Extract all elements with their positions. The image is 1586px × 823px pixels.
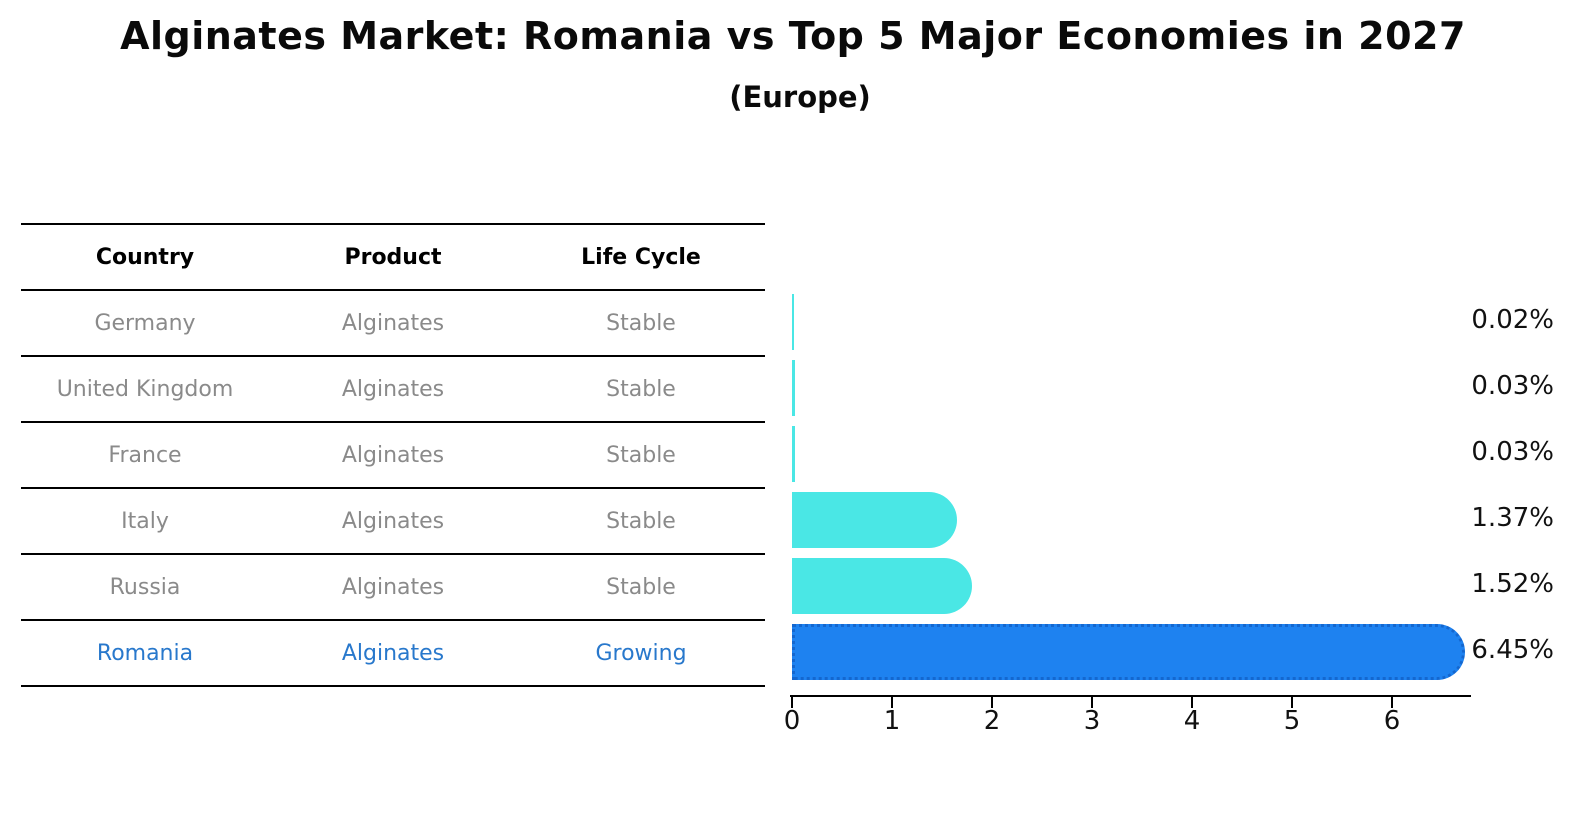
country-table: Country Product Life Cycle Germany Algina… — [21, 223, 765, 687]
bar-value-label: 6.45% — [1471, 635, 1554, 665]
bar-germany — [792, 294, 794, 350]
table-rows: Germany Alginates Stable United Kingdom Algi… — [21, 291, 765, 687]
country-cell: Italy — [121, 508, 169, 534]
country-cell: France — [108, 442, 182, 468]
life-cycle-cell: Stable — [606, 574, 676, 600]
x-axis-tick-label: 6 — [1383, 706, 1401, 736]
life-cycle-cell: Stable — [606, 376, 676, 402]
x-axis-tick-label: 3 — [1083, 706, 1101, 736]
bar-italy — [792, 492, 957, 548]
product-cell: Alginates — [341, 376, 445, 402]
bar-united-kingdom — [792, 360, 795, 416]
table-header-country: Country — [95, 244, 195, 270]
x-axis-tick — [1191, 697, 1193, 708]
table-header-life-cycle: Life Cycle — [581, 244, 701, 270]
product-cell: Alginates — [341, 310, 445, 336]
life-cycle-cell: Stable — [606, 508, 676, 534]
life-cycle-cell: Stable — [606, 442, 676, 468]
bar-value-label: 1.52% — [1471, 569, 1554, 599]
x-axis-line — [790, 695, 1471, 697]
table-header-row: Country Product Life Cycle — [21, 225, 765, 291]
life-cycle-cell: Growing — [595, 640, 687, 666]
x-axis-tick — [791, 697, 793, 708]
chart-title: Alginates Market: Romania vs Top 5 Major… — [120, 14, 1466, 58]
table-row: Russia Alginates Stable — [21, 555, 765, 621]
table-header-product: Product — [344, 244, 442, 270]
country-cell: Romania — [96, 640, 194, 666]
x-axis-tick — [1291, 697, 1293, 708]
bar-france — [792, 426, 795, 482]
bar-value-label: 0.03% — [1471, 371, 1554, 401]
table-row: Romania Alginates Growing — [21, 621, 765, 687]
x-axis-tick-label: 2 — [983, 706, 1001, 736]
x-axis-tick-label: 0 — [783, 706, 801, 736]
product-cell: Alginates — [341, 640, 445, 666]
chart-subtitle: (Europe) — [729, 80, 871, 114]
country-cell: United Kingdom — [56, 376, 234, 402]
x-axis-tick-label: 5 — [1283, 706, 1301, 736]
x-axis-tick-label: 1 — [883, 706, 901, 736]
bar-value-label: 0.02% — [1471, 305, 1554, 335]
table-row: Italy Alginates Stable — [21, 489, 765, 555]
product-cell: Alginates — [341, 442, 445, 468]
country-cell: Russia — [109, 574, 181, 600]
x-axis-tick — [1391, 697, 1393, 708]
table-row: United Kingdom Alginates Stable — [21, 357, 765, 423]
bar-value-label: 1.37% — [1471, 503, 1554, 533]
life-cycle-cell: Stable — [606, 310, 676, 336]
x-axis-tick — [991, 697, 993, 708]
table-row: France Alginates Stable — [21, 423, 765, 489]
x-axis-tick — [1091, 697, 1093, 708]
product-cell: Alginates — [341, 508, 445, 534]
bar-russia — [792, 558, 972, 614]
product-cell: Alginates — [341, 574, 445, 600]
bar-romania — [792, 624, 1465, 680]
table-row: Germany Alginates Stable — [21, 291, 765, 357]
x-axis-tick — [891, 697, 893, 708]
country-cell: Germany — [94, 310, 196, 336]
x-axis-tick-label: 4 — [1183, 706, 1201, 736]
bar-value-label: 0.03% — [1471, 437, 1554, 467]
